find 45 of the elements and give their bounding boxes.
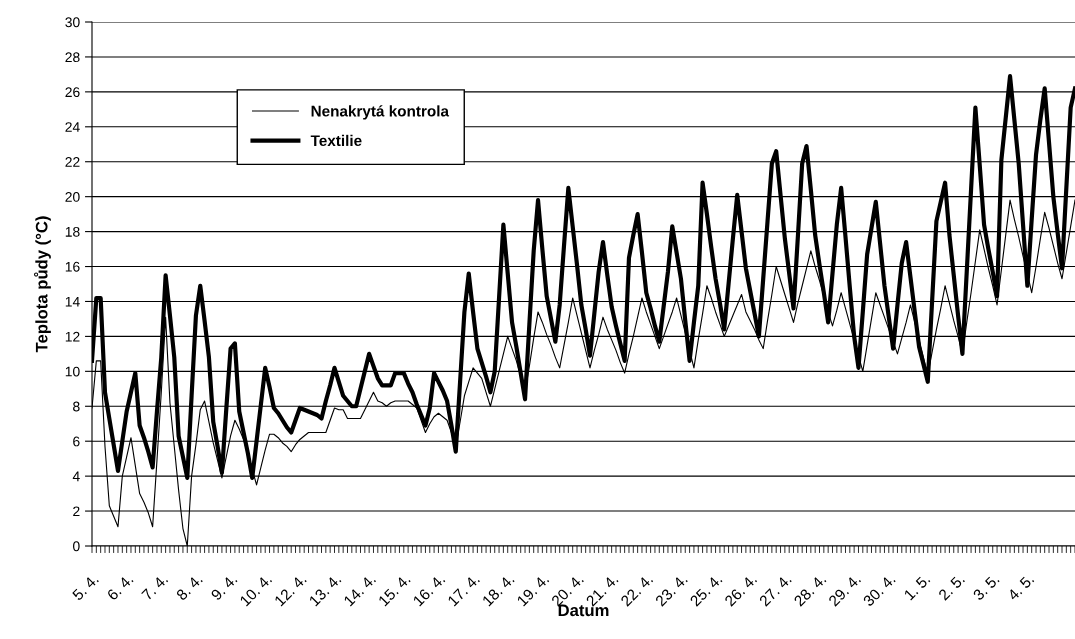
- x-tick-label: 2. 5.: [937, 573, 966, 601]
- x-tick-label: 22. 4.: [620, 573, 654, 607]
- x-tick-label: 15. 4.: [377, 573, 411, 607]
- y-tick-label: 26: [65, 87, 80, 98]
- x-tick-label: 26. 4.: [724, 573, 758, 607]
- y-tick-label: 28: [65, 52, 80, 63]
- x-tick-label: 5. 4.: [71, 573, 99, 601]
- y-tick-label: 8: [73, 401, 80, 412]
- x-tick-label: 28. 4.: [793, 573, 827, 607]
- x-tick-label: 3. 5.: [972, 573, 1000, 601]
- x-tick-label: 16. 4.: [412, 573, 446, 607]
- y-tick-label: 6: [73, 436, 80, 447]
- y-tick-label: 12: [65, 331, 80, 342]
- x-tick-label: 29. 4.: [827, 573, 862, 607]
- x-tick-label: 19. 4.: [516, 573, 550, 607]
- y-tick-label: 18: [65, 226, 80, 237]
- x-tick-label: 18. 4.: [481, 573, 515, 607]
- y-tick-label: 14: [65, 296, 80, 307]
- y-tick-label: 22: [65, 157, 80, 167]
- y-axis-title: Teplota půdy (°C): [34, 216, 51, 353]
- x-tick-label: 30. 4.: [862, 573, 896, 607]
- x-tick-label: 12. 4.: [273, 573, 307, 607]
- x-tick-label: 7. 4.: [141, 573, 169, 601]
- y-tick-label: 4: [72, 471, 80, 482]
- y-tick-label: 2: [73, 506, 80, 517]
- x-tick-label: 4. 5.: [1006, 573, 1035, 602]
- y-tick-label: 20: [65, 192, 80, 202]
- y-tick-label: 0: [73, 541, 80, 552]
- y-tick-label: 16: [65, 261, 80, 272]
- x-tick-label: 8. 4.: [175, 573, 203, 601]
- y-tick-label: 30: [65, 17, 80, 28]
- legend-label: Nenakrytá kontrola: [311, 105, 450, 120]
- x-tick-label: 27. 4.: [758, 573, 792, 607]
- x-tick-label: 10. 4.: [239, 573, 273, 607]
- x-tick-label: 14. 4.: [343, 573, 376, 607]
- legend-label: Textilie: [310, 134, 362, 147]
- x-tick-label: 9. 4.: [210, 573, 238, 601]
- y-tick-label: 10: [65, 366, 80, 377]
- y-tick-label: 24: [65, 122, 80, 132]
- x-tick-label: 6. 4.: [106, 573, 134, 601]
- x-tick-label: 17. 4.: [447, 573, 480, 607]
- x-tick-label: 13. 4.: [308, 573, 342, 607]
- x-tick-label: 23. 4.: [654, 573, 688, 607]
- x-tick-label: 25. 4.: [689, 573, 723, 607]
- x-tick-label: 1. 5.: [903, 573, 931, 601]
